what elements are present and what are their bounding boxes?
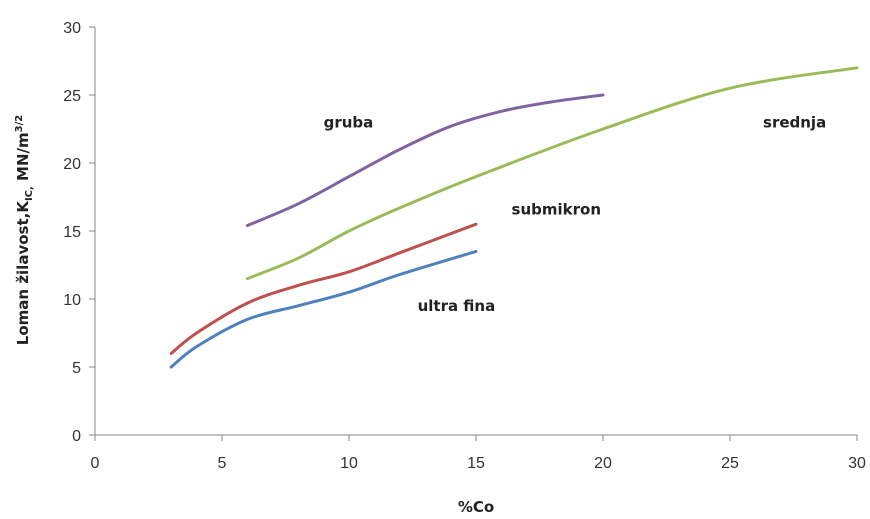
x-tick-label: 5 xyxy=(218,455,227,472)
y-tick-label: 0 xyxy=(72,428,81,445)
series-line-ultra-fina xyxy=(169,249,478,369)
series-line-srednja xyxy=(245,66,859,281)
x-tick-label: 30 xyxy=(848,455,866,472)
series-label-srednja: srednja xyxy=(763,114,826,132)
y-axis-title-unit: MN/m xyxy=(14,132,32,186)
series-line-submikron xyxy=(169,222,478,355)
y-tick-label: 15 xyxy=(63,224,81,241)
series-label-submikron: submikron xyxy=(512,201,601,219)
axes xyxy=(89,26,858,441)
x-tick-label: 15 xyxy=(467,455,485,472)
y-axis-title-main: Loman žilavost,K xyxy=(14,200,32,346)
x-axis-title: %Co xyxy=(458,498,494,516)
x-tick-label: 20 xyxy=(594,455,612,472)
y-axis-title: Loman žilavost,KIC, MN/m3/2 xyxy=(14,115,35,345)
y-axis-title-subscript: IC, xyxy=(24,186,35,201)
y-tick-label: 25 xyxy=(63,88,81,105)
series-label-ultra-fina: ultra fina xyxy=(418,297,496,315)
y-tick-label: 30 xyxy=(63,20,81,37)
y-tick-label: 5 xyxy=(72,360,81,377)
series-annotations: gruba srednja submikron ultra fina xyxy=(324,114,827,316)
series-lines xyxy=(169,66,859,369)
y-axis-title-superscript: 3/2 xyxy=(14,115,25,133)
series-label-gruba: gruba xyxy=(324,114,374,132)
tick-labels: 0 5 10 15 20 25 30 0 5 10 15 20 25 30 xyxy=(63,20,866,472)
y-tick-label: 20 xyxy=(63,156,81,173)
x-tick-label: 25 xyxy=(721,455,739,472)
series-line-gruba xyxy=(245,93,605,228)
x-tick-label: 10 xyxy=(340,455,358,472)
x-tick-label: 0 xyxy=(91,455,100,472)
y-tick-label: 10 xyxy=(63,292,81,309)
